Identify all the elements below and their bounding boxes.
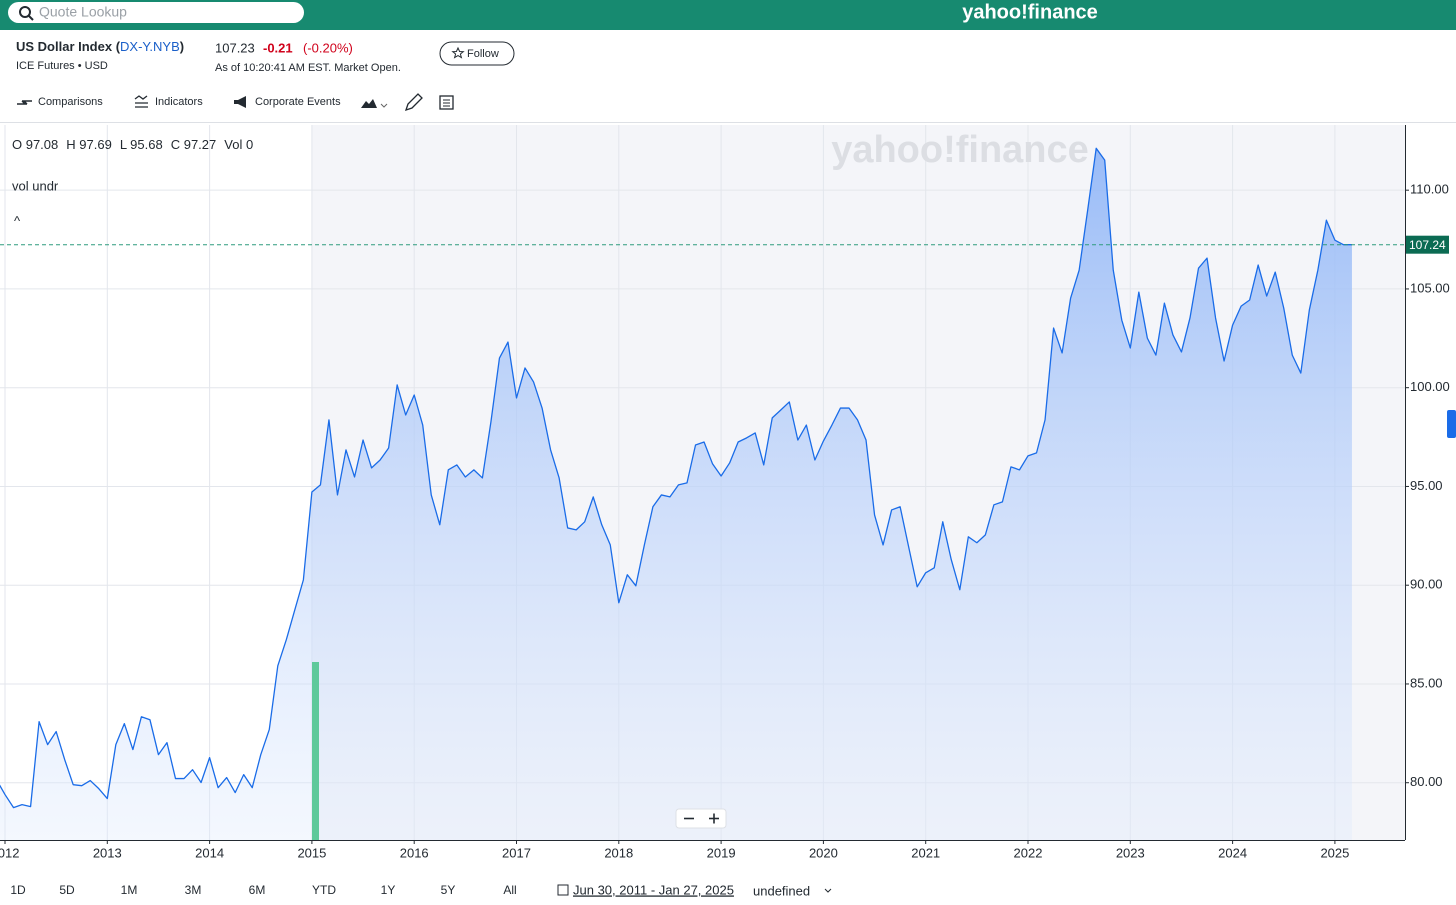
x-tick-label: 2015: [297, 845, 326, 860]
x-tick-label: 2019: [707, 845, 736, 860]
range-button[interactable]: 1D: [10, 883, 26, 897]
axes: 80.00 85.00 90.00 95.00 100.00 105.00 110.00 20…: [0, 182, 1450, 861]
comparisons-icon: [17, 100, 32, 105]
ohlc-high: H 97.69: [66, 137, 112, 152]
side-panel-tab[interactable]: [1447, 410, 1456, 438]
x-tick-label: 2024: [1218, 845, 1247, 860]
search-placeholder: Quote Lookup: [39, 4, 127, 20]
range-button[interactable]: 6M: [249, 883, 266, 897]
interval-caret: [824, 888, 832, 893]
y-tick-label: 95.00: [1410, 478, 1443, 493]
quote-change-pct: (-0.20%): [303, 40, 353, 55]
quote-as-of: As of 10:20:41 AM EST. Market Open.: [215, 62, 401, 74]
x-tick-label: 2021: [911, 845, 940, 860]
x-tick-label: 2016: [400, 845, 429, 860]
toolbar-item[interactable]: Corporate Events: [255, 96, 341, 108]
settings-icon[interactable]: [439, 95, 454, 110]
toolbar-item[interactable]: Comparisons: [38, 96, 103, 108]
area-fill: [0, 148, 1352, 840]
x-tick-label: 2018: [604, 845, 633, 860]
y-tick-label: 80.00: [1410, 774, 1443, 789]
y-tick-label: 110.00: [1410, 182, 1449, 197]
chart-type-caret: [380, 103, 388, 108]
indicators-icon: [134, 95, 148, 108]
x-tick-label: 2020: [809, 845, 838, 860]
quote-name-text: US Dollar Index (: [16, 39, 121, 54]
ohlc-volume: Vol 0: [224, 137, 253, 152]
plot: [0, 147, 1405, 840]
x-tick-label: 2017: [502, 845, 531, 860]
current-price-tag: [1406, 235, 1449, 254]
quote-symbol-close: ): [180, 39, 184, 54]
events-icon: [234, 96, 246, 108]
x-tick-label: 2025: [1320, 845, 1349, 860]
chart-type-icon[interactable]: [361, 99, 377, 108]
settings-icon-lines: [443, 99, 450, 107]
quote-change: -0.21: [263, 40, 293, 55]
volume-bar: [312, 662, 319, 840]
quote-exchange: ICE Futures • USD: [16, 60, 108, 72]
search-box[interactable]: [8, 2, 304, 23]
current-price-label: 107.24: [1409, 238, 1446, 252]
x-tick-label: 2023: [1116, 845, 1145, 860]
calendar-icon: [557, 884, 569, 896]
ohlc-close: C 97.27: [171, 137, 217, 152]
quote-price: 107.23: [215, 40, 255, 55]
date-range[interactable]: Jun 30, 2011 - Jan 27, 2025: [573, 882, 734, 897]
range-button[interactable]: 5Y: [441, 883, 456, 897]
y-tick-label: 85.00: [1410, 675, 1443, 690]
ohlc: O 97.08 H 97.69 L 95.68 C 97.27 Vol 0: [12, 137, 253, 152]
watermark: yahoo!finance: [831, 129, 1089, 171]
draw-icon[interactable]: [404, 93, 423, 112]
y-tick-label: 105.00: [1410, 280, 1450, 295]
range-button[interactable]: 3M: [185, 883, 202, 897]
follow-star: [451, 46, 465, 59]
range-button[interactable]: All: [503, 883, 516, 897]
range-button[interactable]: YTD: [312, 883, 336, 897]
y-tick-label: 100.00: [1410, 379, 1450, 394]
study-label: vol undr: [12, 178, 59, 193]
follow-label: Follow: [467, 48, 499, 60]
x-tick-label: 2014: [195, 845, 224, 860]
interval[interactable]: undefined: [753, 883, 810, 898]
range-button[interactable]: 1M: [121, 883, 138, 897]
ohlc-open: O 97.08: [12, 137, 58, 152]
ohlc-low: L 95.68: [120, 137, 163, 152]
toolbar-item[interactable]: Indicators: [155, 96, 203, 108]
price-line: [0, 147, 1352, 809]
search-icon: [19, 6, 31, 18]
range-button[interactable]: 1Y: [381, 883, 396, 897]
collapse-toggle[interactable]: ^: [14, 213, 21, 228]
range-button[interactable]: 5D: [59, 883, 75, 897]
y-tick-label: 90.00: [1410, 577, 1443, 592]
x-tick-label: 2012: [0, 845, 19, 860]
logo[interactable]: yahoo!finance: [962, 1, 1098, 23]
search-icon-handle: [28, 15, 34, 21]
x-tick-label: 2013: [93, 845, 122, 860]
range-bar: 1D 5D 1M 3M 6M YTD 1Y 5Y All: [10, 883, 516, 897]
x-tick-label: 2022: [1014, 845, 1043, 860]
follow-button[interactable]: [439, 41, 515, 66]
quote-name: US Dollar Index (DX-Y.NYB): [16, 39, 184, 54]
quote-symbol[interactable]: DX-Y.NYB: [120, 39, 180, 54]
